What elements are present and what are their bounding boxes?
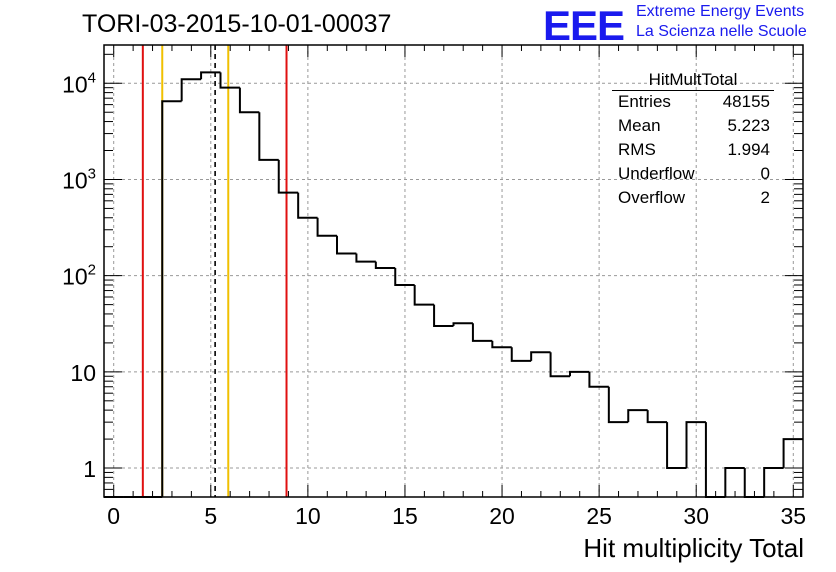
- histogram-bin: [666, 422, 687, 470]
- x-tick-label: 10: [295, 503, 321, 529]
- histogram-bin: [549, 352, 570, 378]
- run-title: TORI-03-2015-10-01-00037: [82, 10, 392, 38]
- y-tick-label: 10: [70, 360, 96, 386]
- eee-logo: EEE: [543, 2, 625, 49]
- stat-mean-value: 5.223: [727, 116, 770, 135]
- histogram-bin: [491, 340, 512, 349]
- stat-entries-label: Entries: [618, 92, 671, 111]
- histogram-bin: [646, 410, 668, 424]
- logo-text-line2: La Scienza nelle Scuole: [636, 23, 807, 40]
- axis-ticks: [104, 45, 803, 498]
- histogram-bin: [258, 112, 279, 161]
- histogram-bin: [297, 192, 318, 219]
- histogram-bin: [569, 370, 590, 377]
- histogram-bin: [200, 71, 221, 80]
- histogram-bin: [510, 347, 532, 362]
- histogram-bin: [588, 371, 609, 388]
- histogram-bins: [104, 71, 803, 498]
- stat-underflow-value: 0: [760, 164, 770, 183]
- x-tick-label: 20: [489, 503, 515, 529]
- histogram-bin: [316, 217, 337, 237]
- logo-text-line1: Extreme Energy Events: [636, 3, 805, 20]
- histogram-bin: [394, 268, 415, 286]
- histogram-bin: [627, 409, 648, 423]
- stat-rms-label: RMS: [618, 140, 656, 159]
- stats-title: HitMultTotal: [648, 70, 738, 89]
- x-tick-label: 35: [780, 503, 806, 529]
- histogram-bin: [238, 87, 260, 114]
- histogram-bin: [413, 284, 435, 306]
- y-tick-label: 1: [83, 456, 96, 482]
- x-tick-label: 25: [586, 503, 612, 529]
- histogram-bin: [685, 421, 706, 469]
- grid-lines: [104, 45, 803, 497]
- histogram-bin: [433, 304, 454, 327]
- histogram-bin: [704, 422, 726, 498]
- histogram-bin: [374, 261, 396, 270]
- stat-entries-value: 48155: [722, 92, 770, 111]
- histogram-bin: [724, 467, 745, 497]
- histogram-bin: [161, 100, 182, 497]
- y-tick-label: 103: [62, 165, 96, 193]
- stat-underflow-label: Underflow: [618, 164, 695, 183]
- plot-frame: [103, 44, 804, 498]
- histogram-bin: [219, 72, 240, 89]
- histogram-bin: [336, 235, 357, 255]
- x-axis-label: Hit multiplicity Total: [583, 533, 804, 563]
- histogram-bin: [180, 78, 202, 102]
- stat-mean-label: Mean: [618, 116, 661, 135]
- stat-rms-value: 1.994: [727, 140, 770, 159]
- x-tick-label: 0: [107, 503, 120, 529]
- histogram-bin: [530, 351, 551, 361]
- histogram-bin: [763, 467, 784, 497]
- y-tick-label: 104: [62, 69, 96, 97]
- histogram-bin: [471, 323, 493, 342]
- histogram-bin: [452, 322, 473, 326]
- x-tick-label: 30: [683, 503, 709, 529]
- stats-divider: [612, 90, 774, 91]
- histogram-bin: [277, 159, 299, 194]
- x-tick-label: 5: [204, 503, 217, 529]
- x-tick-label: 15: [392, 503, 418, 529]
- vertical-markers: [141, 45, 288, 497]
- histogram-bin: [607, 386, 629, 424]
- stat-overflow-label: Overflow: [618, 188, 686, 207]
- stat-overflow-value: 2: [760, 188, 770, 207]
- y-tick-label: 102: [62, 262, 96, 290]
- histogram-bin: [355, 253, 376, 263]
